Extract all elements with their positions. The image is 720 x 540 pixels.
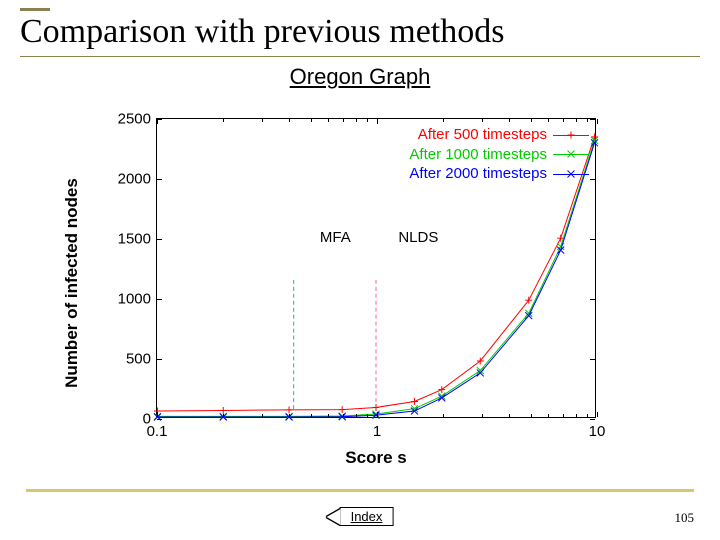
x-minor-tick: [531, 119, 532, 122]
x-minor-tick: [356, 119, 357, 122]
plot-area: After 500 timestepsAfter 1000 timestepsA…: [156, 118, 596, 418]
x-minor-tick: [443, 119, 444, 122]
x-minor-tick: [509, 119, 510, 122]
title-underline: [20, 56, 700, 57]
y-tick-label: 500: [126, 351, 151, 368]
x-minor-tick: [328, 119, 329, 122]
title-accent: [20, 8, 50, 11]
y-tick: [157, 299, 162, 300]
slide: Comparison with previous methods Oregon …: [0, 0, 720, 540]
legend-sample: [553, 168, 589, 180]
x-minor-tick: [311, 414, 312, 417]
title-bar: Comparison with previous methods: [20, 8, 700, 51]
x-minor-tick: [289, 119, 290, 122]
x-tick: [597, 119, 598, 124]
legend-item: After 500 timesteps: [409, 125, 589, 145]
y-tick: [590, 419, 595, 420]
x-minor-tick: [367, 414, 368, 417]
x-minor-tick: [356, 414, 357, 417]
x-minor-tick: [482, 414, 483, 417]
x-minor-tick: [548, 119, 549, 122]
x-minor-tick: [262, 119, 263, 122]
x-axis-label: Score s: [156, 448, 596, 468]
y-tick-label: 1000: [118, 291, 151, 308]
y-tick: [590, 299, 595, 300]
y-tick-label: 1500: [118, 231, 151, 248]
x-minor-tick: [509, 414, 510, 417]
y-tick: [590, 359, 595, 360]
x-minor-tick: [587, 119, 588, 122]
x-minor-tick: [576, 414, 577, 417]
x-tick-label: 10: [589, 423, 606, 440]
x-minor-tick: [343, 414, 344, 417]
annotation: MFA: [320, 229, 351, 246]
x-minor-tick: [563, 414, 564, 417]
arrow-left-icon: [327, 509, 341, 525]
y-tick: [590, 119, 595, 120]
x-tick: [157, 412, 158, 417]
y-tick: [590, 239, 595, 240]
index-button[interactable]: Index: [327, 507, 394, 526]
page-number: 105: [675, 510, 695, 526]
x-minor-tick: [443, 414, 444, 417]
x-minor-tick: [548, 414, 549, 417]
x-tick: [597, 412, 598, 417]
slide-title: Comparison with previous methods: [20, 13, 700, 51]
y-tick: [157, 419, 162, 420]
legend-item: After 1000 timesteps: [409, 145, 589, 165]
x-minor-tick: [262, 414, 263, 417]
y-tick: [157, 359, 162, 360]
x-tick: [157, 119, 158, 124]
chart: Number of infected nodes After 500 times…: [72, 98, 624, 468]
x-minor-tick: [531, 414, 532, 417]
y-tick: [157, 179, 162, 180]
legend-item: After 2000 timesteps: [409, 164, 589, 184]
x-minor-tick: [289, 414, 290, 417]
legend-label: After 1000 timesteps: [409, 145, 547, 165]
slide-subtitle: Oregon Graph: [0, 64, 720, 90]
x-minor-tick: [328, 414, 329, 417]
bottom-rule: [26, 489, 694, 492]
y-tick-label: 2500: [118, 111, 151, 128]
y-tick: [157, 239, 162, 240]
x-minor-tick: [563, 119, 564, 122]
y-tick-label: 2000: [118, 171, 151, 188]
x-minor-tick: [223, 414, 224, 417]
x-minor-tick: [311, 119, 312, 122]
legend-sample: [553, 129, 589, 141]
legend: After 500 timestepsAfter 1000 timestepsA…: [409, 125, 589, 184]
y-tick: [590, 179, 595, 180]
x-tick: [377, 412, 378, 417]
series-line: [157, 143, 594, 417]
legend-label: After 2000 timesteps: [409, 164, 547, 184]
x-tick-label: 0.1: [147, 423, 168, 440]
x-minor-tick: [587, 414, 588, 417]
legend-sample: [553, 148, 589, 160]
legend-label: After 500 timesteps: [418, 125, 547, 145]
x-minor-tick: [576, 119, 577, 122]
index-label: Index: [340, 507, 394, 526]
x-tick-label: 1: [373, 423, 381, 440]
x-minor-tick: [482, 119, 483, 122]
annotation: NLDS: [398, 229, 438, 246]
x-tick: [377, 119, 378, 124]
x-minor-tick: [343, 119, 344, 122]
x-minor-tick: [367, 119, 368, 122]
x-minor-tick: [223, 119, 224, 122]
